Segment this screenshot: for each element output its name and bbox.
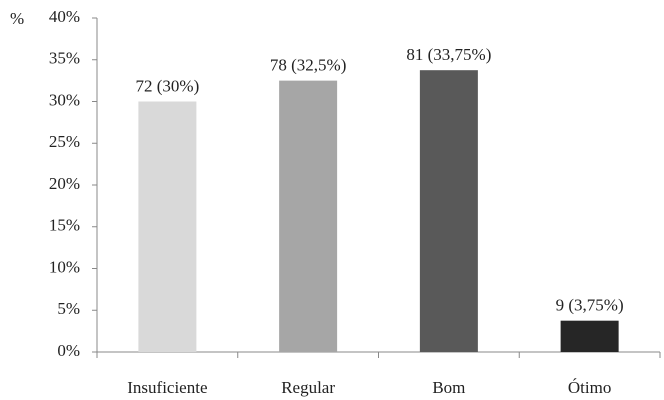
- y-tick-label: 25%: [49, 132, 80, 151]
- y-tick-label: 35%: [49, 49, 80, 68]
- x-tick-label: Regular: [281, 378, 335, 397]
- y-tick-label: 5%: [57, 299, 80, 318]
- y-tick-label: 15%: [49, 216, 80, 235]
- y-axis-label: %: [10, 9, 24, 28]
- value-label: 78 (32,5%): [270, 56, 346, 75]
- bar: [279, 80, 338, 352]
- bar: [560, 320, 619, 352]
- y-tick-label: 20%: [49, 174, 80, 193]
- y-tick-label: 40%: [49, 7, 80, 26]
- value-label: 72 (30%): [136, 76, 200, 95]
- x-tick-label: Bom: [432, 378, 465, 397]
- y-tick-label: 0%: [57, 341, 80, 360]
- x-tick-label: Ótimo: [568, 378, 611, 397]
- value-label: 9 (3,75%): [556, 296, 624, 315]
- bar: [138, 101, 197, 352]
- y-tick-label: 30%: [49, 90, 80, 109]
- y-tick-label: 10%: [49, 257, 80, 276]
- x-tick-label: Insuficiente: [127, 378, 207, 397]
- value-label: 81 (33,75%): [406, 45, 491, 64]
- bar: [419, 70, 478, 352]
